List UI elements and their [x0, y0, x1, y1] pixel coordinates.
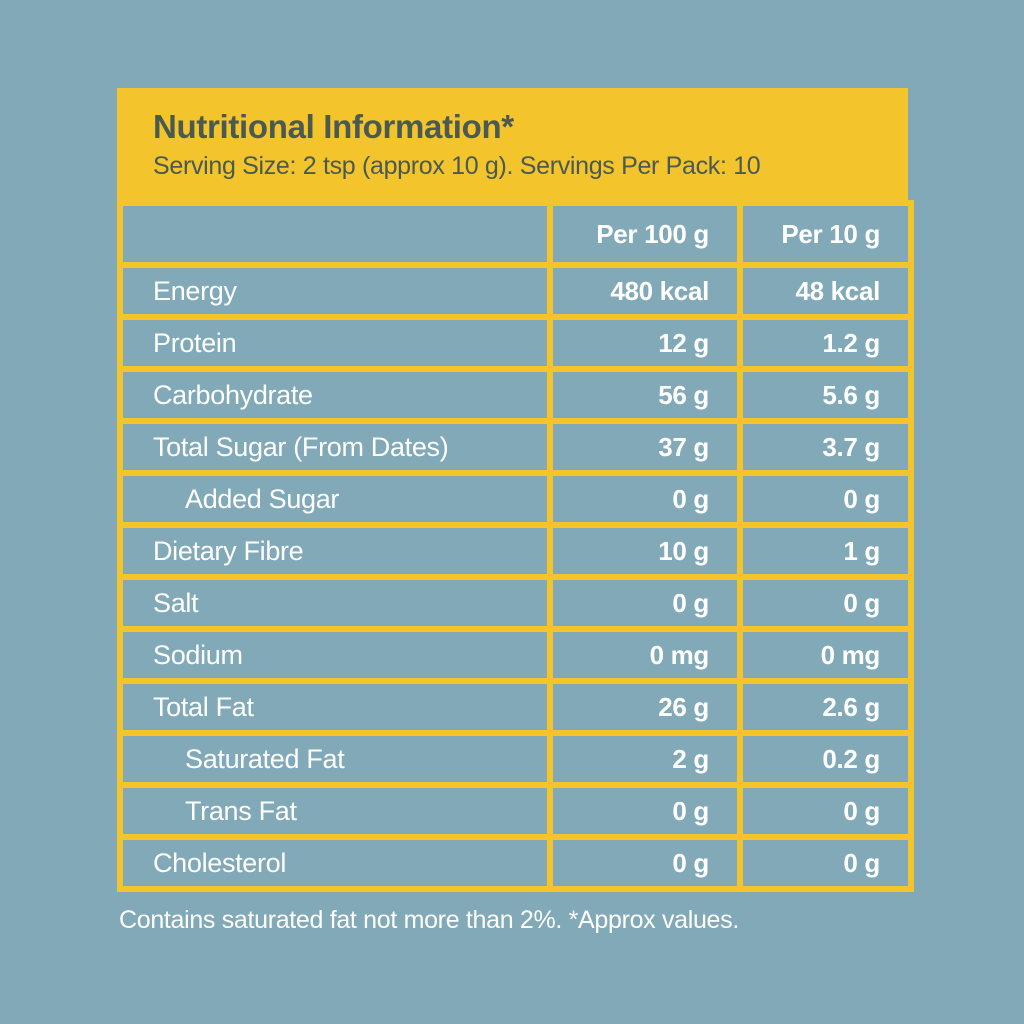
column-header-per-100g: Per 100 g [547, 200, 743, 268]
value-per-100g: 0 mg [547, 626, 743, 684]
value-per-10g: 0 g [737, 782, 914, 840]
value-per-10g: 1.2 g [737, 314, 914, 372]
label-header: Nutritional Information* Serving Size: 2… [117, 88, 908, 200]
table-row: Energy 480 kcal 48 kcal [117, 262, 914, 320]
value-per-100g: 10 g [547, 522, 743, 580]
value-per-10g: 5.6 g [737, 366, 914, 424]
value-per-100g: 12 g [547, 314, 743, 372]
nutrient-label: Added Sugar [117, 470, 553, 528]
table-row: Total Fat 26 g 2.6 g [117, 678, 914, 736]
column-header-per-10g: Per 10 g [737, 200, 914, 268]
value-per-100g: 56 g [547, 366, 743, 424]
nutrition-label-card: Nutritional Information* Serving Size: 2… [117, 88, 914, 935]
nutrient-label: Cholesterol [117, 834, 553, 892]
nutrient-label: Protein [117, 314, 553, 372]
nutrient-label: Total Sugar (From Dates) [117, 418, 553, 476]
table-row: Carbohydrate 56 g 5.6 g [117, 366, 914, 424]
value-per-100g: 0 g [547, 470, 743, 528]
footnote: Contains saturated fat not more than 2%.… [119, 906, 739, 934]
nutrient-label: Total Fat [117, 678, 553, 736]
value-per-100g: 0 g [547, 834, 743, 892]
table-row: Saturated Fat 2 g 0.2 g [117, 730, 914, 788]
value-per-10g: 0 g [737, 470, 914, 528]
nutrient-label: Salt [117, 574, 553, 632]
value-per-10g: 0 g [737, 834, 914, 892]
value-per-100g: 26 g [547, 678, 743, 736]
nutrient-label: Dietary Fibre [117, 522, 553, 580]
nutrition-table: Per 100 g Per 10 g Energy 480 kcal 48 kcal… [117, 200, 914, 892]
value-per-100g: 2 g [547, 730, 743, 788]
value-per-10g: 2.6 g [737, 678, 914, 736]
nutrient-label: Saturated Fat [117, 730, 553, 788]
nutrient-label: Carbohydrate [117, 366, 553, 424]
value-per-10g: 48 kcal [737, 262, 914, 320]
table-row: Protein 12 g 1.2 g [117, 314, 914, 372]
table-row: Sodium 0 mg 0 mg [117, 626, 914, 684]
value-per-10g: 0.2 g [737, 730, 914, 788]
value-per-10g: 3.7 g [737, 418, 914, 476]
value-per-100g: 0 g [547, 782, 743, 840]
value-per-10g: 0 g [737, 574, 914, 632]
column-header-blank [117, 200, 553, 268]
nutrient-label: Energy [117, 262, 553, 320]
page-title: Nutritional Information* [153, 108, 514, 145]
serving-info: Serving Size: 2 tsp (approx 10 g). Servi… [153, 151, 761, 180]
value-per-100g: 37 g [547, 418, 743, 476]
table-header-row: Per 100 g Per 10 g [117, 200, 914, 268]
nutrient-label: Trans Fat [117, 782, 553, 840]
value-per-100g: 0 g [547, 574, 743, 632]
nutrient-label: Sodium [117, 626, 553, 684]
table-body: Energy 480 kcal 48 kcal Protein 12 g 1.2 g Car… [117, 262, 914, 892]
table-row: Total Sugar (From Dates) 37 g 3.7 g [117, 418, 914, 476]
value-per-10g: 0 mg [737, 626, 914, 684]
value-per-100g: 480 kcal [547, 262, 743, 320]
value-per-10g: 1 g [737, 522, 914, 580]
